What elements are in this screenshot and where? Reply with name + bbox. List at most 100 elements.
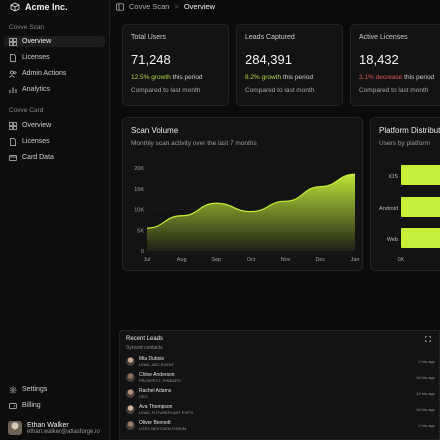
bar bbox=[401, 228, 440, 248]
y-tick-label: 15K bbox=[134, 187, 144, 193]
document-icon bbox=[10, 53, 16, 62]
sidebar-item-label: Admin Actions bbox=[22, 70, 67, 77]
lead-row[interactable]: Chloe Anderson PROSPECT, PINE&PO 10 hrs ag… bbox=[126, 372, 435, 384]
lead-row[interactable]: Mia Dubois LEAD, ABC EVENT 2 hrs ago bbox=[126, 356, 435, 368]
user-profile[interactable]: Ethan Walker ethan.walker@atlasforge.io bbox=[8, 421, 100, 435]
area-fill bbox=[147, 174, 355, 251]
x-tick-label: Aug bbox=[177, 257, 187, 263]
chart-title: Platform Distribution bbox=[379, 126, 440, 135]
sidebar-item-scan-overview[interactable]: Overview bbox=[4, 36, 105, 47]
breadcrumb-separator: > bbox=[174, 2, 179, 11]
x-tick-label: Oct bbox=[247, 257, 256, 263]
gear-icon bbox=[9, 386, 17, 393]
y-tick-label: 10K bbox=[134, 208, 144, 214]
sidebar-item-analytics[interactable]: Analytics bbox=[4, 84, 105, 95]
y-tick-label: 0 bbox=[141, 249, 144, 255]
lead-avatar bbox=[126, 421, 135, 430]
avatar bbox=[8, 421, 22, 435]
lead-time: 12 hrs ago bbox=[416, 391, 435, 396]
recent-leads-card: Recent Leads Synced contacts Mia Dubois L… bbox=[119, 330, 440, 440]
chart-subtitle: Users by platform bbox=[379, 140, 430, 147]
lead-avatar bbox=[126, 389, 135, 398]
user-name: Ethan Walker bbox=[27, 421, 69, 429]
leads-subtitle: Synced contacts bbox=[126, 345, 163, 351]
sidebar-item-label: Licenses bbox=[22, 54, 50, 61]
lead-row[interactable]: Rachel Adams CEO 12 hrs ago bbox=[126, 388, 435, 400]
sidebar-item-card-licenses[interactable]: Licenses bbox=[4, 136, 105, 147]
stat-value: 284,391 bbox=[245, 52, 292, 67]
lead-avatar bbox=[126, 357, 135, 366]
sidebar-item-label: Settings bbox=[22, 386, 48, 393]
leads-title: Recent Leads bbox=[126, 336, 164, 342]
lead-time: 2 hrs ago bbox=[418, 423, 435, 428]
sidebar-item-billing[interactable]: Billing bbox=[4, 400, 105, 411]
lead-avatar bbox=[126, 405, 135, 414]
sidebar-item-label: Card Data bbox=[22, 154, 54, 161]
platform-distribution-card: Platform Distribution Users by platform … bbox=[370, 117, 440, 271]
y-tick-label: 5K bbox=[137, 228, 144, 234]
cube-logo-icon bbox=[10, 2, 20, 12]
lead-name: Ava Thompson bbox=[139, 404, 173, 410]
x-tick-label: Jul bbox=[143, 257, 150, 263]
lead-detail: CEO bbox=[139, 394, 148, 399]
x-tick-label: Jan bbox=[351, 257, 360, 263]
lead-time: 2 hrs ago bbox=[418, 359, 435, 364]
chart-title: Scan Volume bbox=[131, 126, 179, 135]
lead-row[interactable]: Ava Thompson LEAD, FUTUREPLANT EXPO 10 hrs… bbox=[126, 404, 435, 416]
category-label: iOS bbox=[389, 174, 399, 180]
card-icon bbox=[9, 154, 17, 161]
y-tick-label: 20K bbox=[134, 166, 144, 172]
stat-value: 18,432 bbox=[359, 52, 399, 67]
sidebar-item-card-data[interactable]: Card Data bbox=[4, 152, 105, 163]
document-icon bbox=[10, 137, 16, 146]
expand-icon[interactable] bbox=[425, 336, 431, 342]
stat-change-suffix: this period bbox=[402, 74, 435, 81]
stat-title: Leads Captured bbox=[245, 34, 295, 41]
stat-title: Active Licenses bbox=[359, 34, 408, 41]
sidebar-item-admin-actions[interactable]: Admin Actions bbox=[4, 68, 105, 79]
chart-icon bbox=[9, 87, 17, 93]
scan-volume-chart: 0 5K 10K 15K 20K Jul Aug Sep Oct Nov Dec Jan bbox=[134, 166, 360, 263]
sidebar-toggle-icon[interactable] bbox=[116, 2, 124, 11]
lead-name: Chloe Anderson bbox=[139, 372, 175, 378]
lead-avatar bbox=[126, 373, 135, 382]
sidebar-item-label: Billing bbox=[22, 402, 41, 409]
sidebar-item-scan-licenses[interactable]: Licenses bbox=[4, 52, 105, 63]
lead-name: Mia Dubois bbox=[139, 356, 165, 362]
breadcrumb-parent[interactable]: Covve Scan bbox=[129, 2, 170, 11]
sidebar-item-label: Analytics bbox=[22, 86, 51, 93]
bar bbox=[401, 197, 440, 217]
sidebar-item-card-overview[interactable]: Overview bbox=[4, 120, 105, 131]
lead-time: 10 hrs ago bbox=[416, 407, 435, 412]
stat-change-suffix: this period bbox=[170, 74, 203, 81]
chart-subtitle: Monthly scan activity over the last 7 mo… bbox=[131, 140, 257, 147]
topbar: Covve Scan > Overview bbox=[110, 0, 440, 13]
lead-detail: PROSPECT, PINE&PO bbox=[139, 378, 181, 383]
lead-time: 10 hrs ago bbox=[416, 375, 435, 380]
breadcrumb-current: Overview bbox=[183, 2, 216, 11]
section-label-covve-card: Covve Card bbox=[9, 107, 44, 114]
category-label: Web bbox=[387, 237, 398, 243]
x-tick-label: 0K bbox=[398, 257, 405, 263]
stat-value: 71,248 bbox=[131, 52, 171, 67]
stat-change-amount: 12.5% growth bbox=[131, 74, 171, 81]
stat-compare: Compared to last month bbox=[131, 87, 201, 94]
brand-name: Acme Inc. bbox=[25, 2, 68, 12]
stat-card-leads-captured: Leads Captured 284,391 8.2% growth this … bbox=[236, 24, 343, 106]
x-tick-label: Nov bbox=[281, 257, 291, 263]
brand[interactable]: Acme Inc. bbox=[10, 0, 68, 14]
x-tick-label: Dec bbox=[315, 257, 325, 263]
wallet-icon bbox=[9, 402, 17, 409]
lead-detail: LEAD, ABC EVENT bbox=[139, 362, 175, 367]
stat-change: 3.1% decrease this period bbox=[359, 74, 434, 81]
series-line bbox=[146, 173, 356, 229]
lead-row[interactable]: Oliver Bennett LOST, NEXTGEN FORUM 2 hrs a… bbox=[126, 420, 435, 432]
scan-volume-card: Scan Volume Monthly scan activity over t… bbox=[122, 117, 363, 271]
stat-change-suffix: this period bbox=[281, 74, 313, 81]
stat-card-total-users: Total Users 71,248 12.5% growth this per… bbox=[122, 24, 229, 106]
sidebar-item-settings[interactable]: Settings bbox=[4, 384, 105, 395]
bar bbox=[401, 165, 440, 185]
sidebar-item-label: Overview bbox=[22, 122, 52, 129]
user-email: ethan.walker@atlasforge.io bbox=[27, 428, 100, 435]
x-tick-label: Sep bbox=[211, 257, 221, 263]
